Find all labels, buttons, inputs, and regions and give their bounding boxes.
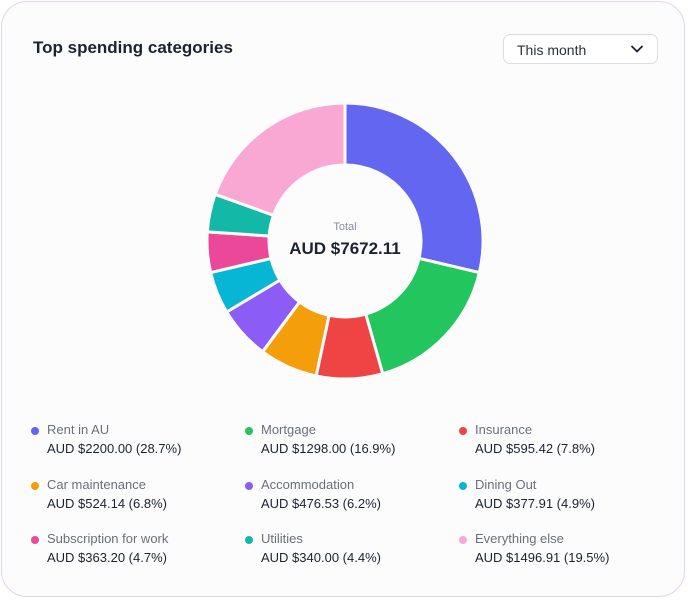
legend-label: Mortgage — [261, 422, 316, 437]
legend-color-dot — [31, 427, 39, 435]
chevron-down-icon — [631, 45, 643, 53]
legend-amount: AUD $1298.00 (16.9%) — [261, 441, 396, 456]
legend-amount: AUD $595.42 (7.8%) — [475, 441, 595, 456]
legend-color-dot — [459, 427, 467, 435]
legend-color-dot — [245, 427, 253, 435]
legend-amount: AUD $363.20 (4.7%) — [47, 550, 167, 565]
legend-color-dot — [459, 482, 467, 490]
donut-slice-everything-else[interactable] — [213, 101, 347, 217]
legend-color-dot — [459, 536, 467, 544]
donut-slice-rent-in-au[interactable] — [343, 101, 485, 275]
legend-label: Rent in AU — [47, 422, 110, 437]
legend-color-dot — [245, 536, 253, 544]
legend-label: Insurance — [475, 422, 533, 437]
legend-amount: AUD $377.91 (4.9%) — [475, 496, 595, 511]
legend-label: Utilities — [261, 531, 303, 546]
period-dropdown-value: This month — [517, 42, 587, 58]
legend-color-dot — [31, 536, 39, 544]
legend-label: Dining Out — [475, 477, 537, 492]
legend-amount: AUD $1496.91 (19.5%) — [475, 550, 610, 565]
legend-label: Car maintenance — [47, 477, 146, 492]
legend-label: Everything else — [475, 531, 564, 546]
legend-amount: AUD $476.53 (6.2%) — [261, 496, 381, 511]
legend-amount: AUD $2200.00 (28.7%) — [47, 441, 182, 456]
period-dropdown[interactable]: This month — [503, 34, 658, 64]
legend-label: Accommodation — [261, 477, 355, 492]
legend-label: Subscription for work — [47, 531, 169, 546]
donut-slice-mortgage[interactable] — [364, 256, 481, 376]
total-label: Total — [333, 221, 357, 233]
card-title: Top spending categories — [33, 38, 233, 57]
legend-color-dot — [31, 482, 39, 490]
legend-color-dot — [245, 482, 253, 490]
legend-amount: AUD $340.00 (4.4%) — [261, 550, 381, 565]
legend-amount: AUD $524.14 (6.8%) — [47, 496, 167, 511]
total-value: AUD $7672.11 — [289, 239, 401, 258]
